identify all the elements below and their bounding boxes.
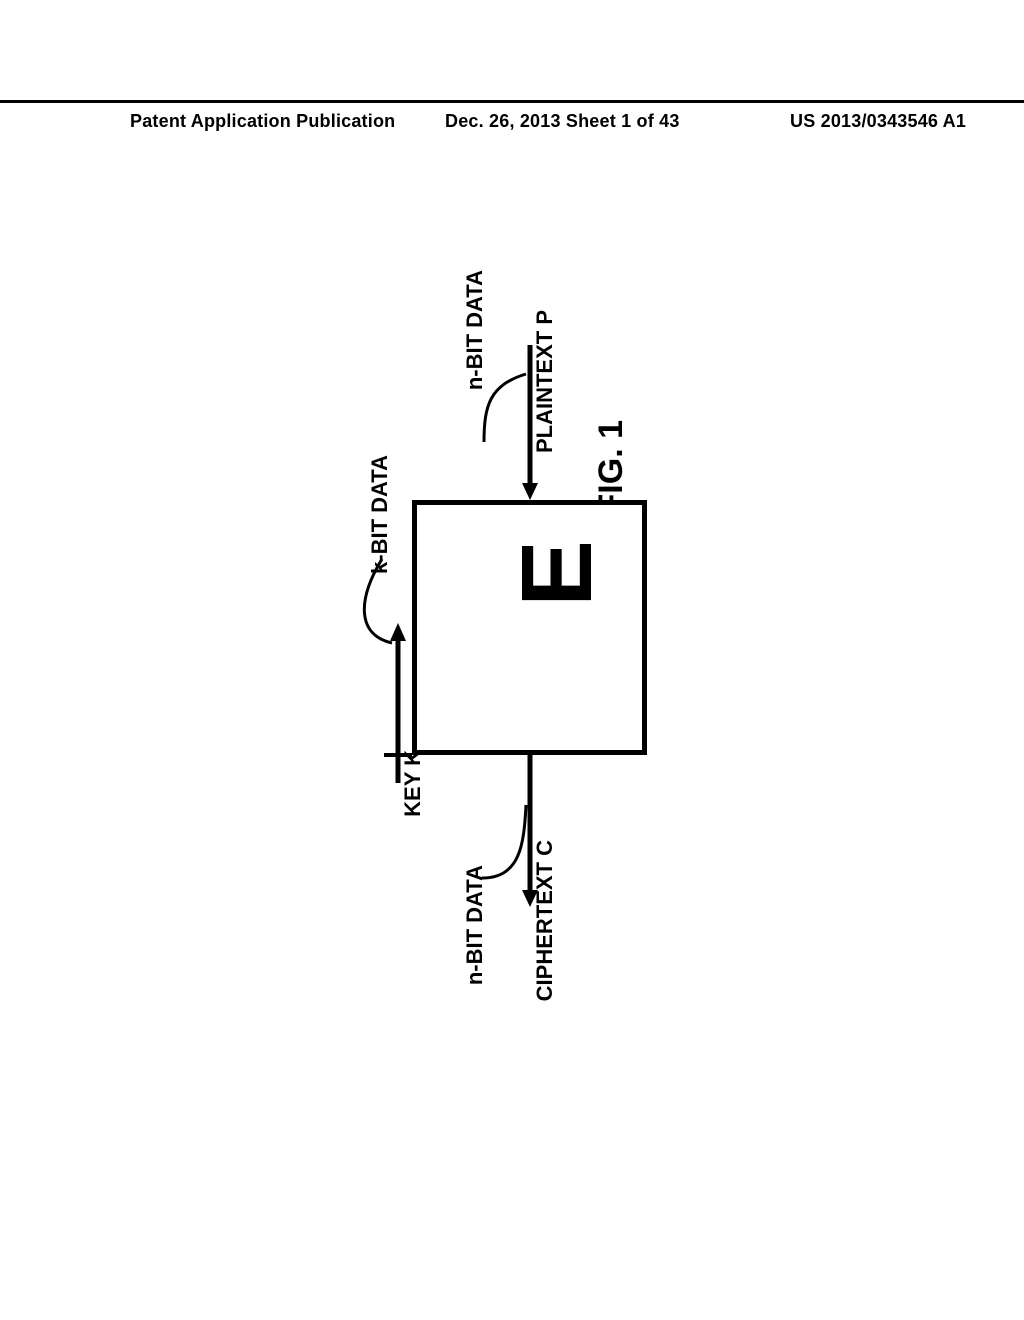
nbit-bottom-leader (472, 800, 552, 885)
header-right-text: US 2013/0343546 A1 (790, 111, 966, 132)
encryption-box (412, 500, 647, 755)
key-tick (384, 745, 414, 765)
nbit-top-leader (472, 370, 552, 450)
kbit-leader (352, 555, 422, 645)
page: Patent Application Publication Dec. 26, … (0, 0, 1024, 1320)
encryption-box-letter: E (500, 540, 615, 607)
diagram: FIG. 1 PLAINTEXT P n-BIT DATA n-BIT DATA… (332, 300, 692, 1060)
page-header: Patent Application Publication Dec. 26, … (0, 100, 1024, 109)
header-center-text: Dec. 26, 2013 Sheet 1 of 43 (445, 111, 680, 132)
header-left-text: Patent Application Publication (130, 111, 395, 132)
